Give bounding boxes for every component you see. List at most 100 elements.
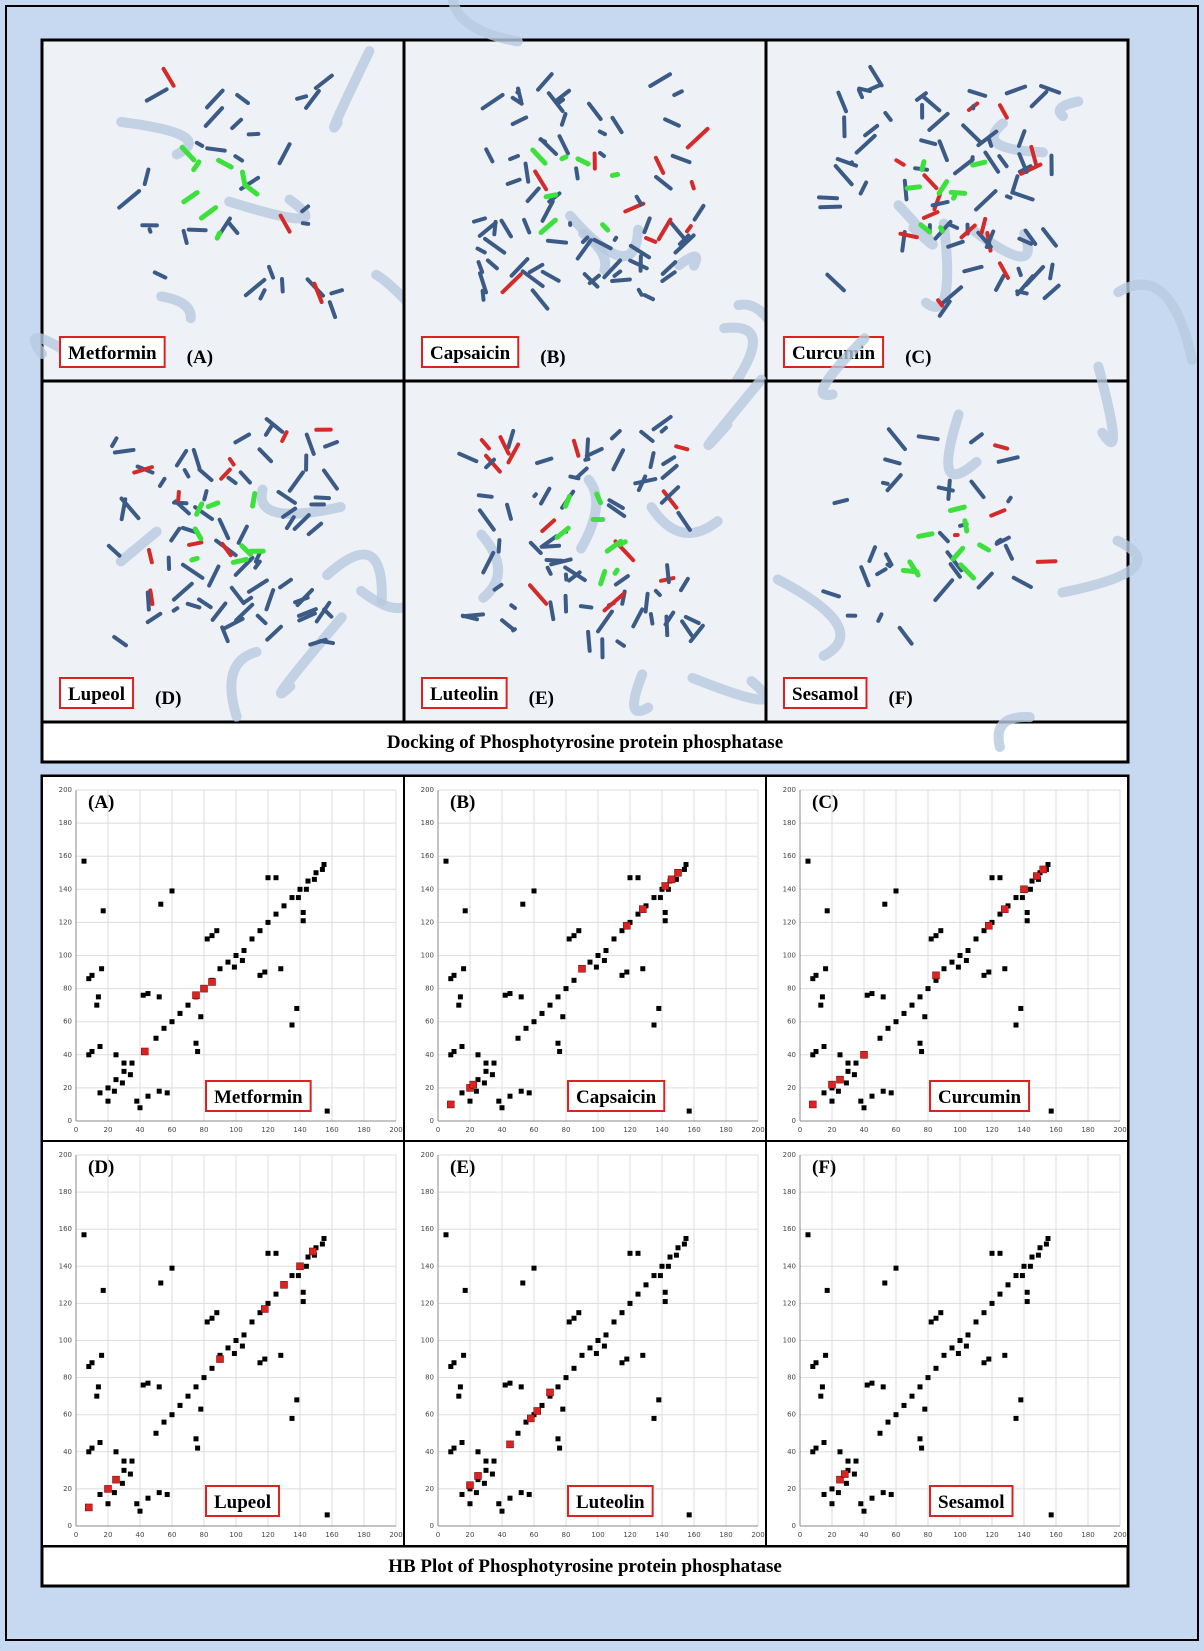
contact-point [886, 1420, 891, 1425]
contact-point [838, 1449, 843, 1454]
contact-point [304, 1264, 309, 1269]
x-tick-label: 160 [1049, 1126, 1062, 1134]
residue-stick [639, 290, 642, 295]
panel-letter: (F) [812, 1157, 836, 1178]
hb-caption: HB Plot of Phosphotyrosine protein phosp… [388, 1556, 782, 1577]
x-tick-label: 60 [530, 1531, 539, 1539]
contact-point [195, 1446, 200, 1451]
contact-point [250, 1319, 255, 1324]
contact-point [836, 1089, 841, 1094]
contact-point [652, 1023, 657, 1028]
residue-stick [588, 632, 590, 651]
ligand-stick [953, 196, 954, 198]
x-tick-label: 140 [293, 1126, 306, 1134]
contact-point [844, 1481, 849, 1486]
contact-point [157, 994, 162, 999]
panel-letter: (A) [187, 347, 213, 368]
ligand-stick [597, 494, 601, 503]
contact-point [823, 1353, 828, 1358]
y-tick-label: 80 [425, 985, 434, 993]
contact-point [130, 1061, 135, 1066]
ligand-stick [562, 157, 566, 159]
y-tick-label: 180 [783, 1188, 796, 1196]
panel-letter: (B) [540, 347, 565, 368]
contact-point [822, 1090, 827, 1095]
contact-point [278, 1353, 283, 1358]
contact-point [128, 1072, 133, 1077]
residue-stick [174, 608, 178, 610]
contact-point [862, 1509, 867, 1514]
contact-point [814, 1360, 819, 1365]
residue-stick [576, 168, 578, 178]
contact-point [986, 970, 991, 975]
contact-point [854, 1459, 859, 1464]
ligand-contact-point [1033, 873, 1040, 880]
y-tick-label: 160 [783, 852, 796, 860]
y-tick-label: 160 [783, 1225, 796, 1233]
contact-point [1002, 1353, 1007, 1358]
x-tick-label: 120 [623, 1531, 636, 1539]
contact-point [1049, 1109, 1054, 1114]
y-tick-label: 140 [59, 1262, 72, 1270]
contact-point [210, 1316, 215, 1321]
contact-point [198, 1014, 203, 1019]
contact-point [114, 1449, 119, 1454]
contact-point [852, 1472, 857, 1477]
x-tick-label: 40 [498, 1126, 507, 1134]
contact-point [106, 1085, 111, 1090]
ligand-contact-point [113, 1476, 120, 1483]
contact-point [636, 875, 641, 880]
x-tick-label: 100 [591, 1531, 604, 1539]
contact-point [825, 908, 830, 913]
residue-stick [204, 491, 206, 499]
residue-stick [150, 229, 151, 231]
contact-point [684, 1236, 689, 1241]
contact-point [604, 1332, 609, 1337]
contact-point [560, 1014, 565, 1019]
x-tick-label: 40 [136, 1531, 145, 1539]
contact-point [636, 1292, 641, 1297]
contact-point [620, 1310, 625, 1315]
contact-point [594, 1351, 599, 1356]
docking-panel: Curcumin(C) [766, 40, 1192, 381]
contact-point [320, 1242, 325, 1247]
residue-stick [540, 139, 545, 141]
contact-point [602, 958, 607, 963]
ligand-stick [253, 493, 255, 506]
y-tick-label: 140 [783, 885, 796, 893]
x-tick-label: 20 [104, 1126, 113, 1134]
ligand-contact-point [527, 1415, 534, 1422]
contact-point [519, 1089, 524, 1094]
contact-point [1020, 1273, 1025, 1278]
contact-point [98, 1492, 103, 1497]
contact-point [312, 877, 317, 882]
ligand-contact-point [829, 1081, 836, 1088]
y-tick-label: 200 [59, 1151, 72, 1159]
x-tick-label: 120 [261, 1531, 274, 1539]
contact-point [806, 1232, 811, 1237]
contact-point [194, 1041, 199, 1046]
contact-point [444, 859, 449, 864]
contact-point [682, 1242, 687, 1247]
contact-point [1014, 1416, 1019, 1421]
contact-point [250, 936, 255, 941]
ligand-contact-point [639, 906, 646, 913]
y-tick-label: 20 [63, 1485, 72, 1493]
contact-point [205, 1319, 210, 1324]
contact-point [301, 1299, 306, 1304]
contact-point [974, 1319, 979, 1324]
contact-point [656, 1006, 661, 1011]
contact-point [476, 1052, 481, 1057]
ligand-stick [941, 228, 943, 232]
contact-point [818, 1003, 823, 1008]
contact-point [519, 1384, 524, 1389]
contact-point [858, 1501, 863, 1506]
y-tick-label: 120 [783, 1299, 796, 1307]
contact-point [684, 862, 689, 867]
y-tick-label: 100 [421, 1337, 434, 1345]
contact-point [532, 1266, 537, 1271]
contact-point [844, 1080, 849, 1085]
contact-point [520, 902, 525, 907]
contact-point [112, 1089, 117, 1094]
contact-point [96, 1384, 101, 1389]
